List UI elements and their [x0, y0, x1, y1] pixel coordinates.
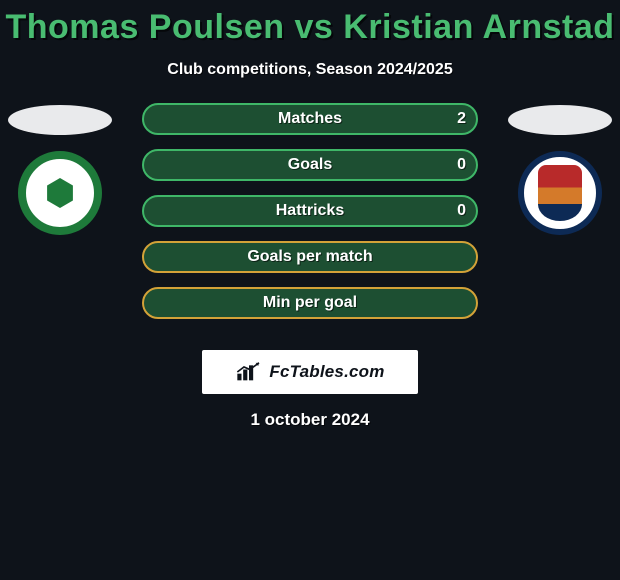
- stat-row-goals-per-match: Goals per match: [142, 241, 478, 273]
- stat-right-value: 2: [457, 110, 466, 128]
- brand-attribution: FcTables.com: [202, 350, 418, 394]
- stat-right-value: 0: [457, 202, 466, 220]
- stat-row-min-per-goal: Min per goal: [142, 287, 478, 319]
- page-subtitle: Club competitions, Season 2024/2025: [0, 61, 620, 79]
- stat-row-goals: Goals 0: [142, 149, 478, 181]
- stat-label: Hattricks: [276, 202, 344, 220]
- stat-label: Matches: [278, 110, 342, 128]
- bar-chart-icon: [235, 362, 263, 382]
- stat-row-hattricks: Hattricks 0: [142, 195, 478, 227]
- viborg-badge-icon: [18, 151, 102, 235]
- agf-badge-icon: [518, 151, 602, 235]
- stat-label: Goals: [288, 156, 332, 174]
- player-left-column: [0, 103, 120, 235]
- player-left-placeholder: [8, 105, 112, 135]
- stat-label: Goals per match: [247, 248, 372, 266]
- page-title: Thomas Poulsen vs Kristian Arnstad: [0, 0, 620, 47]
- stat-label: Min per goal: [263, 294, 357, 312]
- player-right-placeholder: [508, 105, 612, 135]
- player-right-column: [500, 103, 620, 235]
- comparison-panel: Matches 2 Goals 0 Hattricks 0 Goals per …: [0, 103, 620, 363]
- stat-rows: Matches 2 Goals 0 Hattricks 0 Goals per …: [142, 103, 478, 319]
- stat-right-value: 0: [457, 156, 466, 174]
- snapshot-date: 1 october 2024: [0, 410, 620, 430]
- stat-row-matches: Matches 2: [142, 103, 478, 135]
- brand-text: FcTables.com: [269, 362, 384, 382]
